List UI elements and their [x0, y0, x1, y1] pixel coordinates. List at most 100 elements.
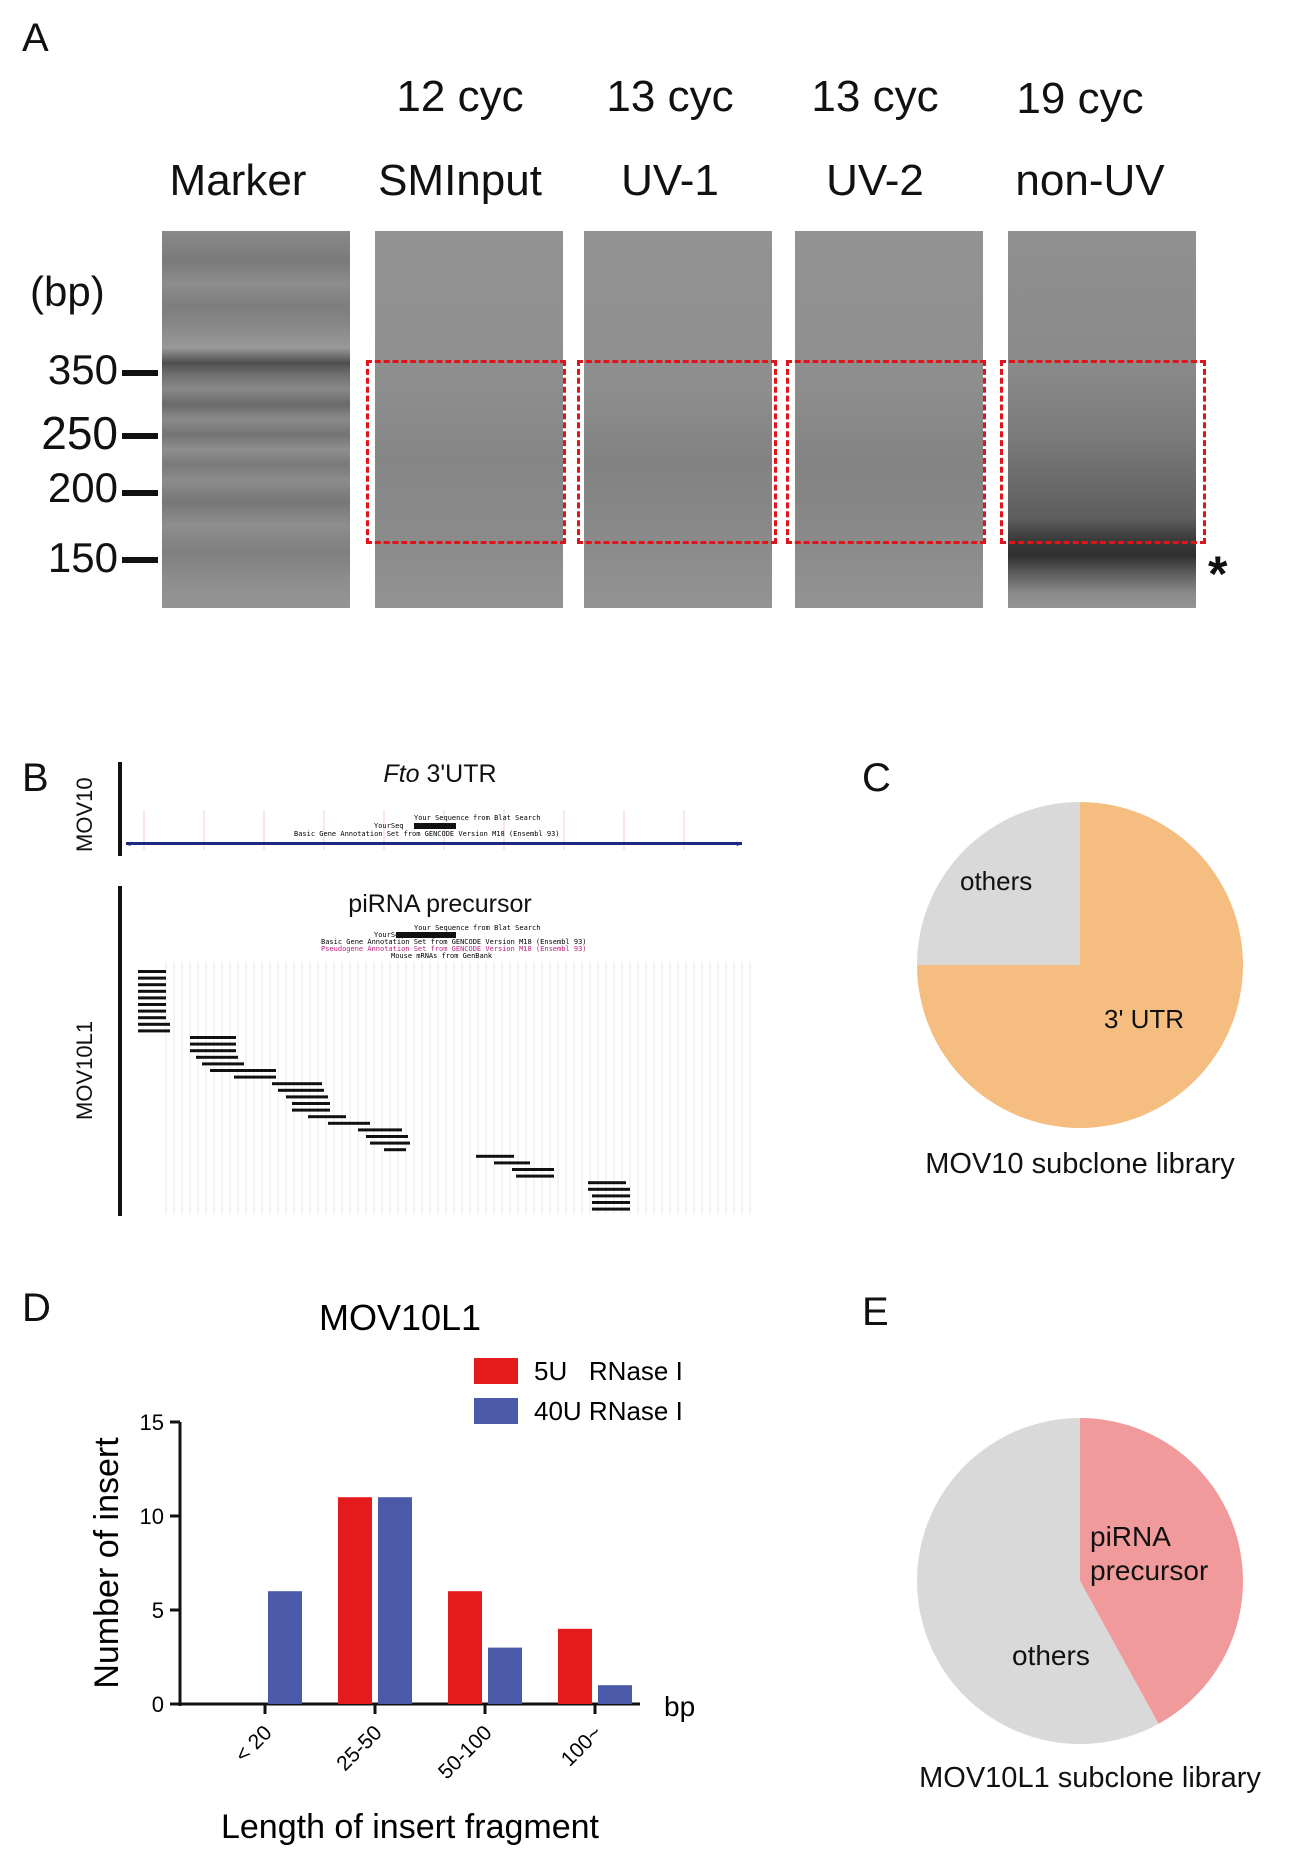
lane-3-cycles: 13 cyc: [811, 72, 939, 121]
mov10-browser-line-1: Your Sequence from Blat Search: [414, 814, 540, 822]
mov10-title-rest: 3'UTR: [419, 760, 497, 788]
bar-5u-3: [558, 1628, 592, 1704]
mov10l1-browser-line-5: Mouse mRNAs from GenBank: [391, 952, 493, 960]
panel-b-label: B: [22, 756, 49, 800]
mov10l1-blat-hit: [396, 932, 456, 938]
mov10l1-browser-line-2: YourSeq: [374, 931, 404, 939]
pie-e-label-pirna: piRNA precursor: [1090, 1520, 1208, 1588]
aligned-read: [190, 1049, 236, 1053]
excision-box-uv1: [577, 360, 777, 544]
aligned-read: [494, 1161, 530, 1165]
aligned-read: [370, 1141, 410, 1145]
bar-40u-3: [598, 1685, 632, 1704]
gel-lane-marker: [162, 231, 350, 608]
svg-text:>: >: [736, 839, 741, 849]
bp-unit-label: (bp): [30, 268, 105, 315]
pie-slice-pirna-precursor: [1080, 1418, 1243, 1724]
x-tick-label: 25-50: [332, 1721, 386, 1775]
size-350-tick: [122, 370, 158, 376]
aligned-read: [138, 1009, 166, 1013]
aligned-read: [138, 996, 166, 1000]
lane-4-cycles: 19 cyc: [1016, 74, 1144, 123]
mov10l1-browser-line-1: Your Sequence from Blat Search: [414, 924, 540, 932]
mov10-browser-line-3: Basic Gene Annotation Set from GENCODE V…: [294, 830, 560, 838]
legend-swatch: [474, 1398, 518, 1424]
insert-length-bar-chart: 0 5 10 15 < 20 25-50 50-100 100~ bp MOV10L1 Number…: [88, 1297, 695, 1846]
aligned-read: [476, 1154, 514, 1158]
aligned-read: [592, 1207, 630, 1211]
aligned-read: [286, 1095, 328, 1099]
pie-e-label-others: others: [1012, 1640, 1090, 1671]
excision-box-uv2: [786, 360, 986, 544]
x-tick-label: 50-100: [434, 1721, 497, 1784]
mov10-gene-track: [126, 842, 742, 845]
lane-4-name: non-UV: [1015, 156, 1165, 205]
lane-3-name: UV-2: [826, 156, 924, 205]
aligned-read: [138, 1029, 170, 1033]
y-tick-label: 10: [140, 1504, 164, 1529]
lane-2-name: UV-1: [621, 156, 719, 205]
size-250-label: 250: [41, 407, 118, 459]
x-unit-label: bp: [664, 1691, 695, 1722]
mov10-bracket: [118, 762, 122, 856]
mov10-title-gene: Fto: [383, 760, 420, 788]
mov10l1-genome-browser: Your Sequence from Blat Search YourSeq B…: [138, 924, 751, 1214]
mov10l1-browser-line-3: Basic Gene Annotation Set from GENCODE V…: [321, 938, 587, 946]
legend-swatch: [474, 1358, 518, 1384]
mov10l1-bracket: [118, 886, 122, 1216]
aligned-read: [588, 1181, 626, 1185]
aligned-read: [190, 1042, 236, 1046]
aligned-read: [592, 1201, 630, 1204]
pie-c-label-3utr: 3' UTR: [1104, 1004, 1185, 1034]
mov10-pie-chart: [917, 802, 1243, 1128]
x-tick-label: < 20: [231, 1721, 277, 1767]
aligned-read: [210, 1069, 276, 1072]
aligned-read: [588, 1187, 630, 1191]
panel-c-label: C: [862, 756, 891, 800]
mov10-browser-line-2: YourSeq: [374, 822, 404, 830]
aligned-read: [138, 976, 166, 980]
bar-40u-0: [268, 1591, 302, 1704]
mov10l1-title: piRNA precursor: [348, 890, 532, 918]
gel-lane-sminput: [375, 231, 563, 608]
aligned-read: [366, 1135, 408, 1138]
aligned-read: [278, 1088, 324, 1092]
aligned-read: [292, 1102, 330, 1105]
aligned-read: [384, 1148, 406, 1152]
pie-c-label-others: others: [960, 866, 1033, 896]
chart-title: MOV10L1: [319, 1297, 481, 1338]
y-tick-label: 0: [152, 1692, 164, 1717]
pie-slice-others: [917, 802, 1080, 965]
pie-c-caption: MOV10 subclone library: [925, 1148, 1235, 1180]
mov10-title: Fto 3'UTR: [130, 760, 750, 789]
y-tick-label: 15: [140, 1410, 164, 1435]
mov10l1-track-label-text: MOV10L1: [72, 1020, 97, 1120]
lane-1-cycles: 12 cyc: [396, 72, 524, 121]
size-150-label: 150: [47, 534, 118, 581]
gel-lane-uv1: [584, 231, 772, 608]
panel-a-label: A: [22, 16, 49, 60]
y-tick-label: 5: [152, 1598, 164, 1623]
aligned-read: [138, 1022, 170, 1026]
size-350-label: 350: [47, 346, 118, 393]
mov10l1-browser-line-4: Pseudogene Annotation Set from GENCODE V…: [321, 945, 587, 953]
pie-e-caption: MOV10L1 subclone library: [919, 1762, 1261, 1794]
aligned-read: [516, 1174, 554, 1178]
pie-e-label-pirna-line1: piRNA: [1090, 1521, 1171, 1552]
panel-d-label: D: [22, 1286, 51, 1330]
mov10-blat-hit: [414, 823, 456, 829]
bar-5u-1: [338, 1497, 372, 1704]
size-150-tick: [122, 557, 158, 563]
aligned-read: [138, 970, 166, 973]
aligned-read: [234, 1075, 276, 1079]
excision-box-non-uv: [1000, 360, 1206, 544]
aligned-read: [272, 1082, 322, 1086]
aligned-read: [138, 1016, 166, 1020]
size-200-tick: [122, 490, 158, 496]
aligned-read: [328, 1121, 370, 1125]
x-axis-label: Length of insert fragment: [221, 1808, 600, 1846]
lane-1-name: SMInput: [378, 156, 542, 205]
size-200-label: 200: [47, 464, 118, 511]
aligned-read: [308, 1115, 346, 1119]
y-axis-label: Number of insert: [88, 1437, 126, 1689]
